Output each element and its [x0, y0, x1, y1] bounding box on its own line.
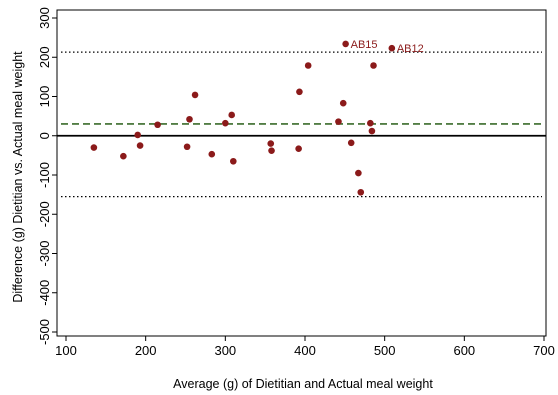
- y-tick-label: -100: [37, 162, 52, 188]
- data-point: [222, 119, 229, 127]
- y-axis-title: Difference (g) Dietitian vs. Actual meal…: [11, 51, 25, 303]
- data-point: [295, 145, 302, 153]
- y-tick-label: 200: [37, 46, 52, 68]
- y-tick-label: -200: [37, 201, 52, 227]
- axes: -500 -400 -300 -200 -100 0 100 200 300 100 200 300 4…: [37, 7, 555, 358]
- x-tick-label: 700: [533, 343, 555, 358]
- data-point: [367, 119, 374, 127]
- data-point: [267, 140, 275, 147]
- y-tick-label: -400: [37, 280, 52, 306]
- x-axis-title: Average (g) of Dietitian and Actual meal…: [173, 377, 433, 391]
- data-point: [342, 40, 349, 48]
- y-tick-label: 300: [37, 7, 52, 29]
- data-point: [186, 115, 193, 123]
- data-point: [154, 121, 161, 129]
- data-point: [228, 111, 236, 119]
- point-annotation: AB12: [397, 43, 424, 55]
- data-point: [357, 188, 365, 196]
- x-tick-label: 300: [214, 343, 236, 358]
- data-point: [90, 144, 98, 151]
- x-tick-label: 600: [453, 343, 475, 358]
- data-points: [90, 40, 396, 196]
- data-point: [339, 99, 347, 107]
- data-point: [183, 143, 191, 151]
- data-point: [136, 142, 144, 149]
- data-point: [304, 62, 312, 69]
- data-point: [230, 157, 237, 165]
- data-point: [347, 139, 355, 147]
- y-tick-label: 100: [37, 86, 52, 108]
- data-point: [335, 118, 342, 125]
- x-tick-label: 400: [294, 343, 316, 358]
- data-point: [388, 44, 396, 52]
- data-point: [191, 91, 199, 99]
- data-point: [355, 169, 362, 177]
- data-point: [296, 88, 303, 96]
- y-tick-label: -500: [37, 319, 52, 345]
- x-tick-label: 100: [55, 343, 77, 358]
- x-tick-label: 200: [135, 343, 157, 358]
- data-point: [134, 131, 141, 139]
- data-point: [120, 152, 127, 160]
- x-tick-label: 500: [374, 343, 396, 358]
- y-tick-label: 0: [37, 132, 52, 139]
- plot-frame: [56, 9, 547, 337]
- data-point: [268, 147, 275, 154]
- data-point: [370, 62, 377, 69]
- data-point: [368, 127, 376, 135]
- data-point: [208, 150, 216, 158]
- point-annotation: AB15: [351, 39, 378, 51]
- y-tick-label: -300: [37, 240, 52, 266]
- point-annotations: AB15 AB12: [351, 39, 424, 55]
